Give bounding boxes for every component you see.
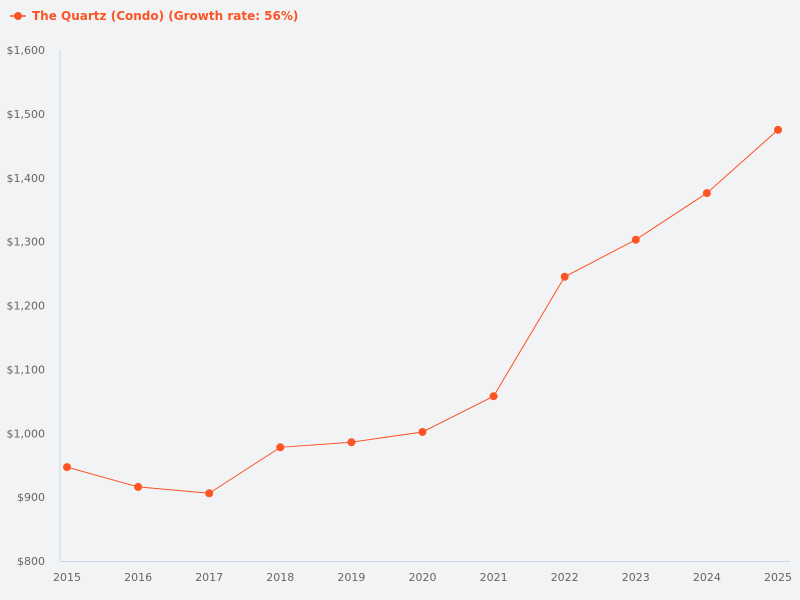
data-point — [418, 427, 427, 436]
data-point — [774, 125, 782, 134]
x-tick-label: 2016 — [124, 571, 152, 584]
y-tick-label: $1,300 — [7, 236, 46, 249]
y-tick-label: $900 — [17, 491, 45, 504]
data-point — [560, 272, 569, 281]
x-tick-label: 2017 — [195, 571, 223, 584]
y-tick-label: $1,100 — [7, 363, 46, 376]
data-point — [489, 392, 498, 401]
data-point — [63, 463, 71, 472]
x-tick-label: 2015 — [53, 571, 81, 584]
x-tick-label: 2020 — [409, 571, 437, 584]
data-point — [347, 438, 356, 447]
data-point — [205, 489, 214, 498]
legend-item[interactable]: The Quartz (Condo) (Growth rate: 56%) — [10, 9, 298, 23]
x-tick-label: 2022 — [551, 571, 579, 584]
legend-label: The Quartz (Condo) (Growth rate: 56%) — [32, 9, 299, 23]
x-tick-label: 2025 — [764, 571, 792, 584]
x-tick-label: 2021 — [480, 571, 508, 584]
y-tick-label: $1,600 — [7, 44, 46, 57]
series-line — [66, 129, 779, 494]
x-tick-label: 2024 — [693, 571, 721, 584]
y-tick-label: $1,000 — [7, 427, 46, 440]
data-point — [702, 189, 711, 198]
x-tick-label: 2018 — [266, 571, 294, 584]
data-point — [631, 235, 640, 244]
x-tick-label: 2023 — [622, 571, 650, 584]
y-tick-label: $1,200 — [7, 300, 46, 313]
x-tick-label: 2019 — [337, 571, 365, 584]
y-tick-label: $1,500 — [7, 108, 46, 121]
y-tick-label: $1,400 — [7, 172, 46, 185]
data-point — [134, 482, 143, 491]
y-tick-label: $800 — [17, 555, 45, 568]
legend-marker-icon — [10, 12, 26, 20]
data-point — [276, 443, 285, 452]
